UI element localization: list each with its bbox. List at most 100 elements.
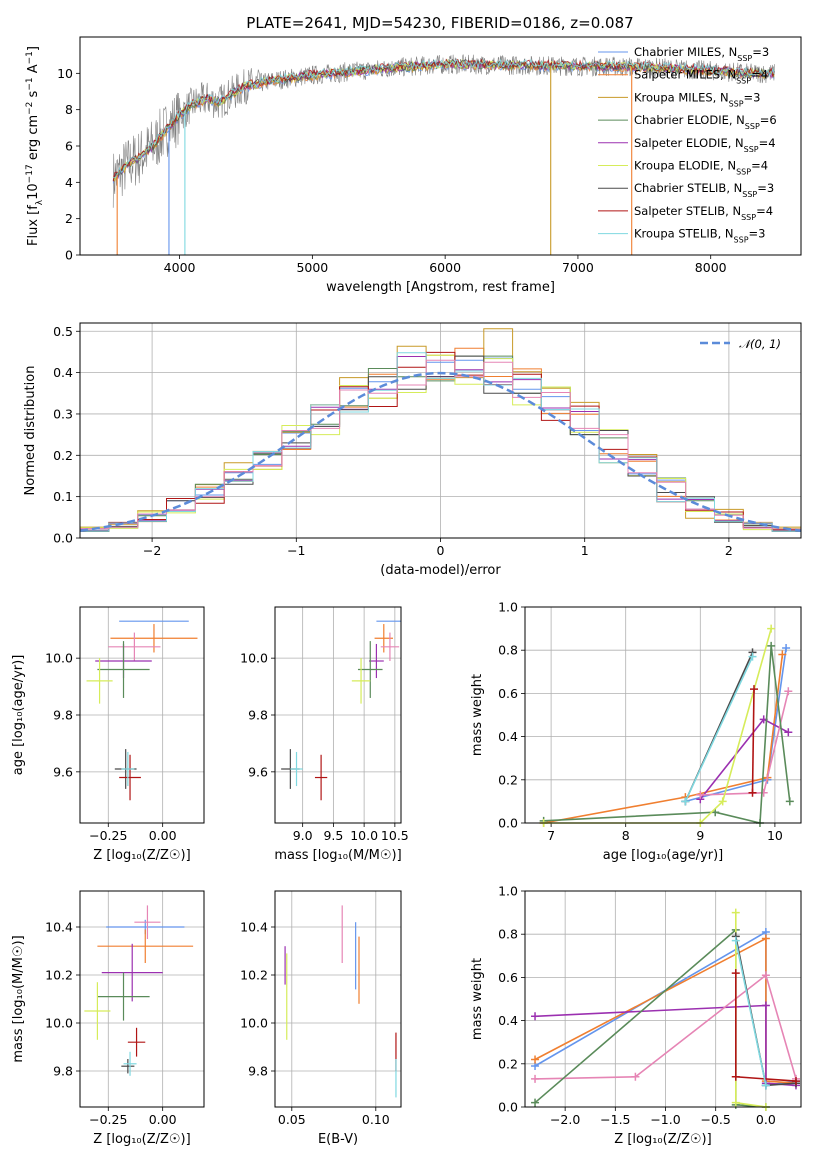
y-axis-label: age [log₁₀(age/yr)] bbox=[11, 655, 26, 776]
weight-marker bbox=[731, 908, 740, 917]
x-tick-label: 7000 bbox=[562, 260, 594, 275]
legend-nssp-label: , N bbox=[713, 90, 729, 104]
x-axis-label: wavelength [Angstrom, rest frame] bbox=[326, 280, 555, 295]
weight-marker bbox=[750, 685, 759, 694]
legend-series-name: Salpeter STELIB bbox=[634, 204, 725, 218]
y-tick-label: 0.0 bbox=[53, 531, 73, 546]
y-axis-label-part: −17 bbox=[25, 164, 35, 183]
y-tick-label: 0.4 bbox=[53, 365, 73, 380]
weight-marker bbox=[731, 1072, 740, 1081]
y-tick-label: 1.0 bbox=[498, 600, 518, 615]
weight-marker bbox=[718, 797, 727, 806]
legend-nssp-value: =3 bbox=[757, 181, 774, 195]
legend-nssp-sub: SSP bbox=[736, 167, 751, 176]
legend-nssp-value: =4 bbox=[751, 159, 768, 173]
weight-marker bbox=[761, 934, 770, 943]
x-tick-label: 0.00 bbox=[149, 828, 177, 843]
weight-marker bbox=[785, 797, 794, 806]
axes-frame bbox=[79, 606, 205, 824]
y-tick-label: 8 bbox=[65, 102, 73, 117]
x-axis-label: Z [log₁₀(Z/Z☉)] bbox=[93, 1132, 190, 1147]
y-tick-label: 0.5 bbox=[53, 324, 73, 339]
y-axis-label-part: λ bbox=[35, 199, 45, 205]
x-tick-label: 5000 bbox=[296, 260, 328, 275]
legend-nssp-label: , N bbox=[726, 181, 742, 195]
y-tick-label: 0.0 bbox=[498, 816, 518, 831]
y-axis-label-part: −1 bbox=[25, 51, 35, 64]
residual-histogram-panel: −2 −1 0 1 2 0.0 0.1 0.2 0.3 0.4 0.5 (data-model)/er… bbox=[23, 322, 802, 578]
y-tick-label: 9.6 bbox=[248, 764, 268, 779]
weight-marker bbox=[782, 644, 791, 653]
legend-entry: Chabrier STELIB, NSSP=3 bbox=[634, 181, 774, 199]
y-tick-label: 0.2 bbox=[498, 1056, 518, 1071]
x-tick-label: 10.5 bbox=[381, 828, 409, 843]
x-axis-label: E(B-V) bbox=[318, 1132, 358, 1147]
y-tick-label: 10.4 bbox=[45, 920, 73, 935]
axes-frame bbox=[524, 890, 802, 1108]
x-axis-label: Z [log₁₀(Z/Z☉)] bbox=[614, 1132, 711, 1147]
legend-nssp-value: =4 bbox=[751, 68, 768, 82]
x-tick-label: 0.10 bbox=[362, 1112, 390, 1127]
legend-nssp-label: , N bbox=[720, 68, 736, 82]
y-axis-label: Normed distribution bbox=[23, 366, 38, 496]
x-tick-label: −2.0 bbox=[550, 1112, 580, 1127]
y-tick-label: 9.8 bbox=[248, 1064, 268, 1079]
x-axis-label: (data-model)/error bbox=[380, 563, 501, 578]
y-tick-label: 0.8 bbox=[498, 643, 518, 658]
weight-marker bbox=[784, 687, 793, 696]
y-tick-label: 6 bbox=[65, 139, 73, 154]
x-tick-label: 0 bbox=[437, 543, 445, 558]
x-tick-label: −0.25 bbox=[89, 1112, 127, 1127]
y-tick-label: 10.0 bbox=[45, 1016, 73, 1031]
x-tick-label: 2 bbox=[725, 543, 733, 558]
figure-title: PLATE=2641, MJD=54230, FIBERID=0186, z=0… bbox=[246, 14, 633, 32]
x-tick-label: −1.5 bbox=[600, 1112, 630, 1127]
y-tick-label: 9.8 bbox=[53, 708, 73, 723]
x-tick-label: −0.25 bbox=[89, 828, 127, 843]
y-tick-label: 0.2 bbox=[53, 448, 73, 463]
weight-marker bbox=[761, 971, 770, 980]
legend-entry: Chabrier MILES, NSSP=3 bbox=[634, 45, 769, 63]
y-tick-label: 0.2 bbox=[498, 772, 518, 787]
x-tick-label: 9.0 bbox=[293, 828, 313, 843]
legend-nssp-sub: SSP bbox=[734, 235, 749, 244]
y-tick-label: 4 bbox=[65, 175, 73, 190]
y-tick-label: 0.1 bbox=[53, 489, 73, 504]
legend-entry: Kroupa MILES, NSSP=3 bbox=[634, 90, 761, 108]
observed-spectrum bbox=[112, 54, 775, 208]
legend-series-name: Chabrier STELIB bbox=[634, 181, 726, 195]
weight-marker bbox=[731, 936, 740, 945]
axes-frame bbox=[79, 322, 802, 539]
weight-marker bbox=[681, 797, 690, 806]
y-axis-label-part: 10 bbox=[26, 183, 41, 200]
x-tick-label: 9 bbox=[696, 828, 704, 843]
weight-marker bbox=[784, 728, 793, 737]
y-axis-label-part: −2 bbox=[25, 102, 35, 115]
legend-entry: Salpeter ELODIE, NSSP=4 bbox=[634, 136, 776, 154]
legend-nssp-value: =3 bbox=[752, 45, 769, 59]
y-tick-label: 1.0 bbox=[498, 884, 518, 899]
weight-vs-age-panel: 7 8 9 10 0.0 0.2 0.4 0.6 0.8 1.0 age [log₁₀(age/yr… bbox=[470, 600, 802, 863]
histogram-step bbox=[79, 359, 802, 538]
legend-nssp-sub: SSP bbox=[742, 190, 757, 199]
axes-frame bbox=[274, 890, 402, 1108]
y-axis-label: Flux [fλ10−17 erg cm−2 s−1 A−1] bbox=[25, 46, 45, 246]
weight-line bbox=[684, 656, 754, 802]
axes-frame bbox=[274, 606, 402, 824]
legend-nssp-value: =4 bbox=[756, 204, 773, 218]
y-tick-label: 10.4 bbox=[240, 920, 268, 935]
age-vs-metallicity-panel: −0.25 0.00 9.6 9.8 10.0 Z [log₁₀(Z/Z☉)] age [l… bbox=[11, 606, 205, 863]
legend-nssp-label: , N bbox=[718, 227, 734, 241]
weight-marker bbox=[761, 1001, 770, 1010]
x-tick-label: 10 bbox=[767, 828, 783, 843]
x-tick-label: −2 bbox=[143, 543, 161, 558]
y-tick-label: 9.8 bbox=[248, 708, 268, 723]
legend-entry: Salpeter MILES, NSSP=4 bbox=[634, 68, 768, 86]
weight-marker bbox=[778, 650, 787, 659]
legend-series-name: Kroupa STELIB bbox=[634, 227, 718, 241]
legend-nssp-label: , N bbox=[729, 113, 745, 127]
x-tick-label: −1.0 bbox=[650, 1112, 680, 1127]
legend-nssp-label: , N bbox=[721, 45, 737, 59]
